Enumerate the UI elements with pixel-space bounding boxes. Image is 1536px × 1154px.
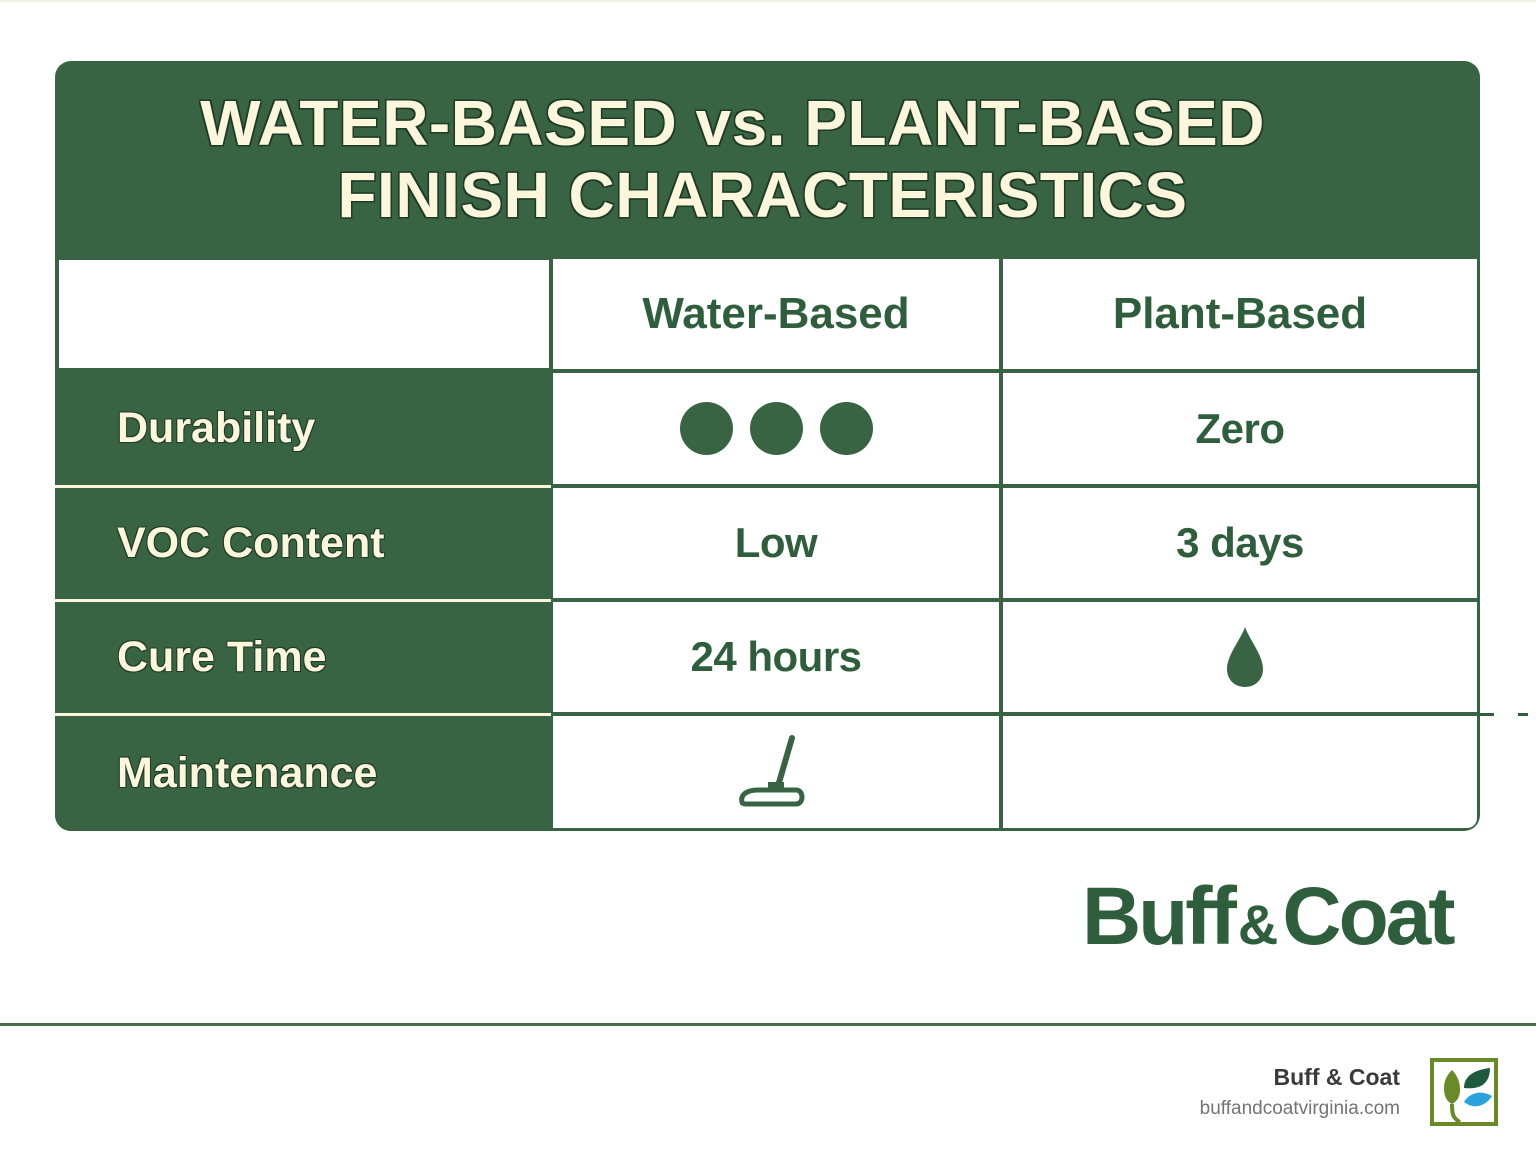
footer-company-name: Buff & Coat	[1273, 1064, 1400, 1090]
brand-wordmark: Buff&Coat	[1082, 872, 1482, 962]
top-edge-line	[0, 0, 1536, 2]
footer-website-link[interactable]: buffandcoatvirginia.com	[1199, 1098, 1400, 1119]
row-label-voc-content: VOC Content	[55, 488, 551, 599]
cell-cure-plant	[1003, 602, 1477, 712]
brand-word-coat: Coat	[1282, 871, 1455, 962]
three-dots-rating-icon	[679, 402, 873, 455]
water-drop-icon	[1227, 627, 1263, 687]
header-blank-cell	[59, 260, 549, 368]
cell-maintenance-plant	[1003, 716, 1477, 828]
row-separator	[55, 599, 551, 602]
header-plant-based: Plant-Based	[1003, 259, 1477, 369]
title-block: WATER-BASED vs. PLANT-BASED FINISH CHARA…	[55, 61, 1480, 256]
rating-dot-icon	[819, 402, 873, 455]
title-line-1: WATER-BASED vs. PLANT-BASED	[200, 86, 1265, 159]
cell-maintenance-water	[553, 716, 999, 828]
row-separator	[55, 485, 551, 488]
cell-durability-water	[553, 373, 999, 484]
decorative-tick	[1518, 713, 1528, 716]
cell-durability-plant: Zero	[1003, 373, 1477, 484]
title-line-2: FINISH CHARACTERISTICS	[337, 158, 1188, 231]
row-label-cure-time: Cure Time	[55, 602, 551, 713]
decorative-tick	[1478, 713, 1494, 716]
mop-icon	[739, 735, 805, 807]
rating-dot-icon	[679, 402, 733, 455]
header-water-based: Water-Based	[553, 259, 999, 369]
leaf-logo-icon	[1430, 1058, 1498, 1126]
comparison-table: Water-Based Plant-Based Durability Zero …	[55, 256, 1480, 831]
cell-voc-water: Low	[553, 488, 999, 598]
row-label-durability: Durability	[55, 371, 551, 485]
row-label-maintenance: Maintenance	[55, 716, 551, 831]
rating-dot-icon	[749, 402, 803, 455]
cell-voc-plant: 3 days	[1003, 488, 1477, 598]
brand-word-buff: Buff	[1082, 871, 1237, 962]
brand-ampersand: &	[1237, 893, 1279, 956]
cell-cure-water: 24 hours	[553, 602, 999, 712]
row-separator	[55, 713, 551, 716]
footer-divider	[0, 1023, 1536, 1026]
comparison-card: WATER-BASED vs. PLANT-BASED FINISH CHARA…	[55, 61, 1480, 831]
